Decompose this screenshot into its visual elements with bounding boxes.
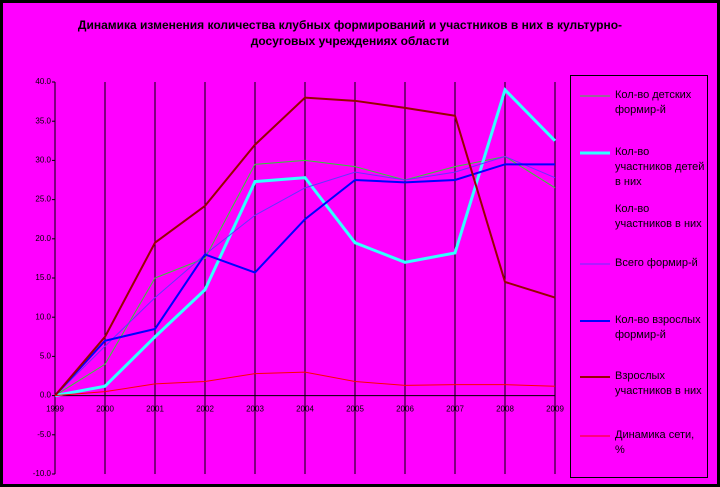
legend-label: Динамика сети, % (615, 429, 695, 456)
chart-title: Динамика изменения количества клубных фо… (77, 18, 623, 48)
series-line (54, 86, 557, 398)
series-line (54, 163, 555, 397)
y-tick-label: 0.0 (40, 391, 52, 400)
x-tick-label: 2005 (346, 405, 364, 414)
legend-label: Кол-во участников детей в них (615, 146, 705, 188)
x-tick-label: 2000 (96, 405, 114, 414)
legend (570, 75, 708, 478)
series-line (54, 155, 556, 397)
y-tick-label: 10.0 (35, 312, 51, 321)
x-tick-label: 2007 (446, 405, 464, 414)
series-line (54, 96, 556, 397)
y-tick-label: 20.0 (35, 234, 51, 243)
legend-label: Всего формир-й (615, 257, 698, 269)
y-tick-label: -10.0 (33, 469, 52, 478)
x-tick-label: 2004 (296, 405, 314, 414)
x-tick-label: 2009 (546, 405, 564, 414)
legend-label: Кол-во детских формир-й (615, 89, 692, 116)
legend-label: Кол-во участников в них (615, 203, 702, 230)
y-tick-label: 5.0 (40, 352, 52, 361)
x-tick-label: 2008 (496, 405, 514, 414)
y-tick-label: 15.0 (35, 273, 51, 282)
x-tick-label: 2006 (396, 405, 414, 414)
y-tick-label: 35.0 (35, 116, 51, 125)
x-tick-label: 2003 (246, 405, 264, 414)
series-line (54, 155, 556, 396)
legend-label: Кол-во взрослых формир-й (615, 314, 701, 341)
y-tick-label: 30.0 (35, 156, 51, 165)
x-tick-label: 2002 (196, 405, 214, 414)
y-tick-label: 40.0 (35, 77, 51, 86)
x-tick-label: 2001 (146, 405, 164, 414)
series-line (54, 371, 556, 397)
y-tick-label: 25.0 (35, 195, 51, 204)
y-tick-label: -5.0 (37, 430, 51, 439)
legend-label: Взрослых участников в них (615, 370, 702, 397)
